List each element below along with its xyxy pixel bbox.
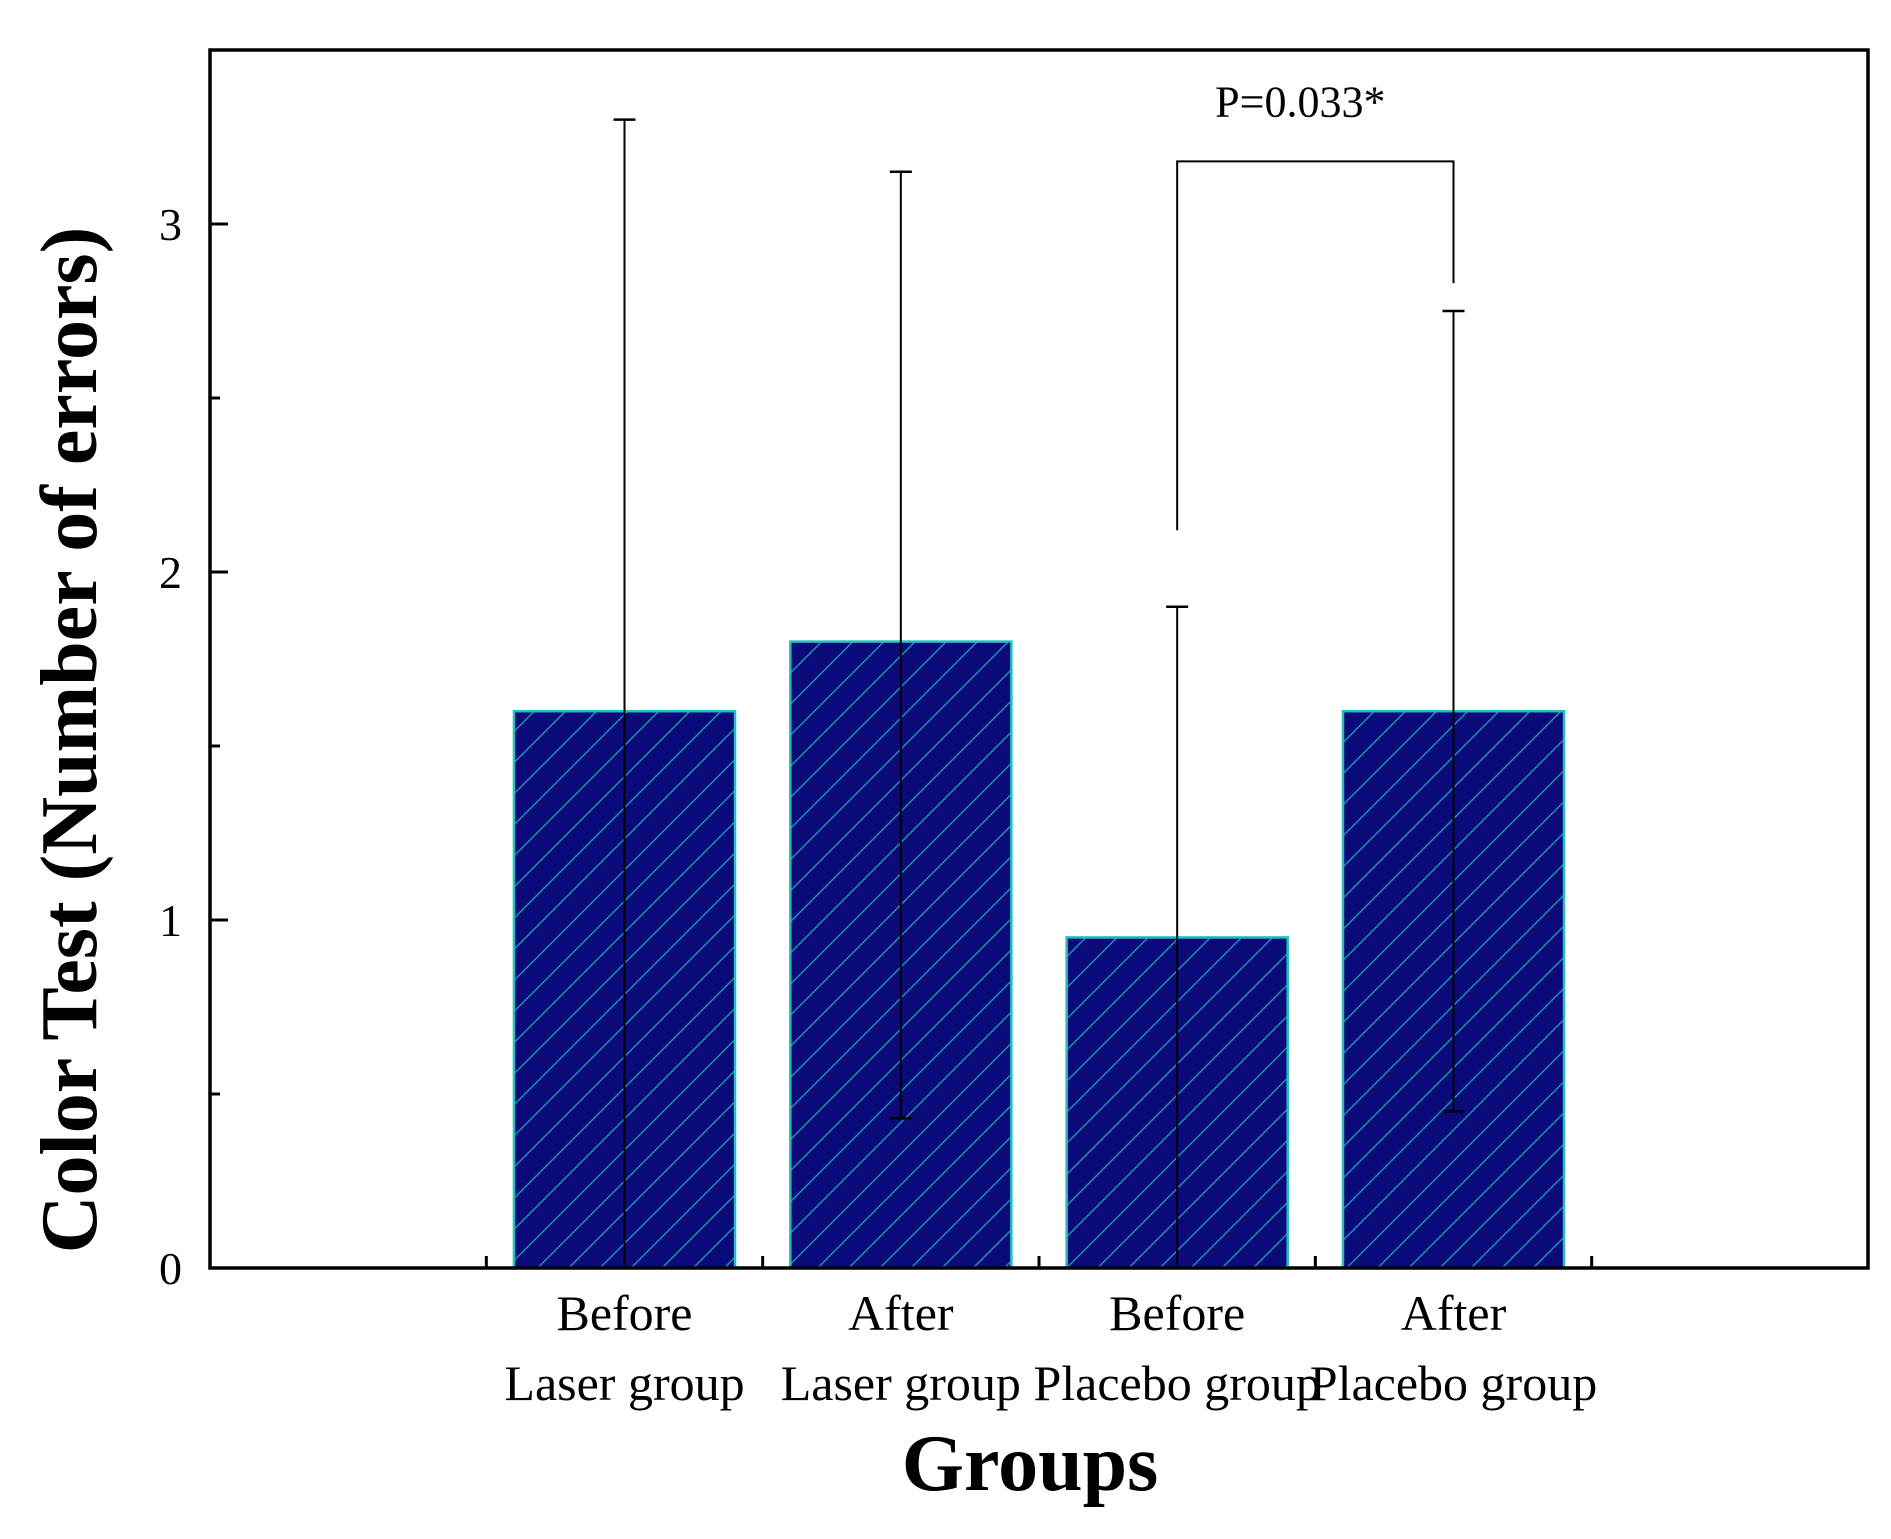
x-category-label-line2: Placebo group xyxy=(1033,1355,1320,1411)
error-bars xyxy=(613,118,1465,1268)
labels: 0 1 2 3 Before Laser group After Laser group Bef… xyxy=(159,199,1597,1411)
y-tick-label: 3 xyxy=(159,199,182,250)
y-tick-label: 1 xyxy=(159,895,182,946)
x-axis-title: Groups xyxy=(902,1420,1158,1508)
y-axis-title: Color Test (Number of errors) xyxy=(26,227,114,1254)
x-category-label-line2: Laser group xyxy=(504,1355,744,1411)
axes xyxy=(208,48,1870,1270)
significance-annotation: P=0.033* xyxy=(1176,77,1455,531)
plot-frame xyxy=(208,48,1870,1270)
x-category-label-line1: After xyxy=(1401,1285,1507,1341)
y-tick-label: 2 xyxy=(159,547,182,598)
y-tick-label: 0 xyxy=(159,1243,182,1294)
x-category-label-line1: Before xyxy=(556,1285,692,1341)
x-category-label-line1: Before xyxy=(1109,1285,1245,1341)
x-category-label-line1: After xyxy=(848,1285,954,1341)
p-value-label: P=0.033* xyxy=(1215,77,1385,126)
bars xyxy=(512,640,1566,1270)
significance-bracket xyxy=(1176,160,1455,531)
x-category-label-line2: Laser group xyxy=(781,1355,1021,1411)
x-category-label-line2: Placebo group xyxy=(1310,1355,1597,1411)
